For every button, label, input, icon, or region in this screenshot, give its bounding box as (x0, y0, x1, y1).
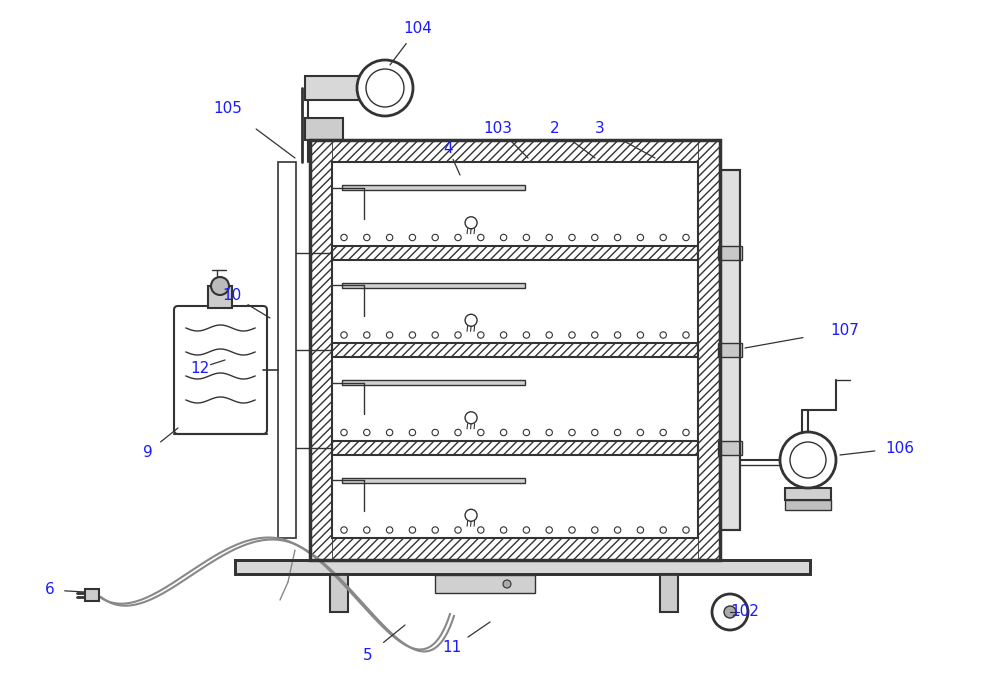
Bar (718, 441, 742, 454)
Bar (332, 245, 698, 259)
Circle shape (366, 69, 404, 107)
Bar (332, 245, 698, 259)
Bar (310, 140, 720, 162)
Text: 10: 10 (222, 287, 242, 302)
Text: 9: 9 (143, 445, 153, 459)
Text: 6: 6 (45, 583, 55, 597)
Bar (342, 283, 525, 288)
Text: 107: 107 (831, 323, 859, 337)
Bar (332, 441, 698, 454)
Bar (435, 575, 535, 593)
Bar (720, 170, 740, 530)
Bar (332, 343, 698, 357)
Bar (310, 140, 332, 560)
Bar (342, 478, 525, 483)
Circle shape (211, 277, 229, 295)
Circle shape (357, 60, 413, 116)
Text: 2: 2 (550, 121, 560, 135)
Bar (660, 574, 678, 612)
Bar (342, 185, 525, 190)
Text: 4: 4 (443, 141, 453, 155)
Bar (305, 118, 343, 140)
Bar (785, 488, 831, 500)
Text: 102: 102 (731, 604, 759, 620)
Bar (305, 76, 408, 100)
Bar (235, 560, 810, 574)
Bar (332, 343, 698, 357)
FancyBboxPatch shape (174, 306, 267, 434)
Bar (235, 560, 810, 574)
Bar (720, 170, 740, 530)
Bar (439, 578, 461, 590)
Text: 105: 105 (214, 100, 242, 116)
Circle shape (780, 432, 836, 488)
Circle shape (712, 594, 748, 630)
Bar (342, 381, 525, 385)
Circle shape (503, 580, 511, 588)
Bar (332, 441, 698, 454)
Bar (208, 286, 232, 308)
Bar (332, 162, 698, 538)
Bar (278, 162, 296, 538)
Bar (718, 245, 742, 259)
Text: 106: 106 (886, 441, 914, 456)
Bar (330, 574, 348, 612)
Text: 104: 104 (404, 20, 432, 36)
Bar (310, 538, 720, 560)
Bar (310, 140, 720, 560)
Bar (465, 578, 493, 590)
Circle shape (790, 442, 826, 478)
Text: 12: 12 (190, 360, 210, 376)
Bar (718, 343, 742, 357)
Text: 103: 103 (484, 121, 512, 135)
Circle shape (724, 606, 736, 618)
Bar (698, 140, 720, 560)
Text: 5: 5 (363, 648, 373, 663)
Text: 3: 3 (595, 121, 605, 135)
Text: 11: 11 (442, 641, 462, 655)
Bar (85, 589, 99, 601)
Bar (785, 500, 831, 510)
